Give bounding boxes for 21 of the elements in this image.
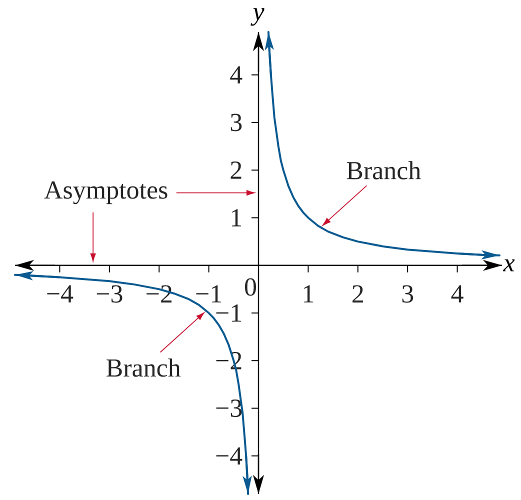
annotation: Asymptotes (44, 181, 168, 204)
x-tick-label: 0 (244, 278, 256, 296)
y-tick-label: −3 (216, 400, 242, 417)
x-tick-label: −3 (96, 285, 122, 303)
x-tick-label: −4 (47, 285, 74, 302)
x-axis-title: x (503, 259, 515, 272)
y-axis-title: y (250, 8, 264, 26)
annotation: Branch (346, 161, 421, 180)
x-tick-label: 2 (352, 285, 363, 302)
x-tick-label: −1 (196, 285, 222, 302)
y-tick-label: 1 (232, 209, 242, 226)
x-tick-label: 4 (451, 285, 464, 302)
y-tick-label: 3 (230, 114, 242, 132)
y-tick-label: 2 (230, 162, 242, 179)
annotation: Branch (106, 358, 181, 377)
x-tick-label: 3 (402, 285, 414, 303)
x-tick-label: −2 (146, 285, 172, 302)
y-tick-label: 4 (230, 66, 242, 84)
y-tick-label: −4 (216, 447, 242, 464)
x-tick-label: 1 (304, 285, 314, 302)
y-tick-label: −1 (216, 304, 242, 322)
